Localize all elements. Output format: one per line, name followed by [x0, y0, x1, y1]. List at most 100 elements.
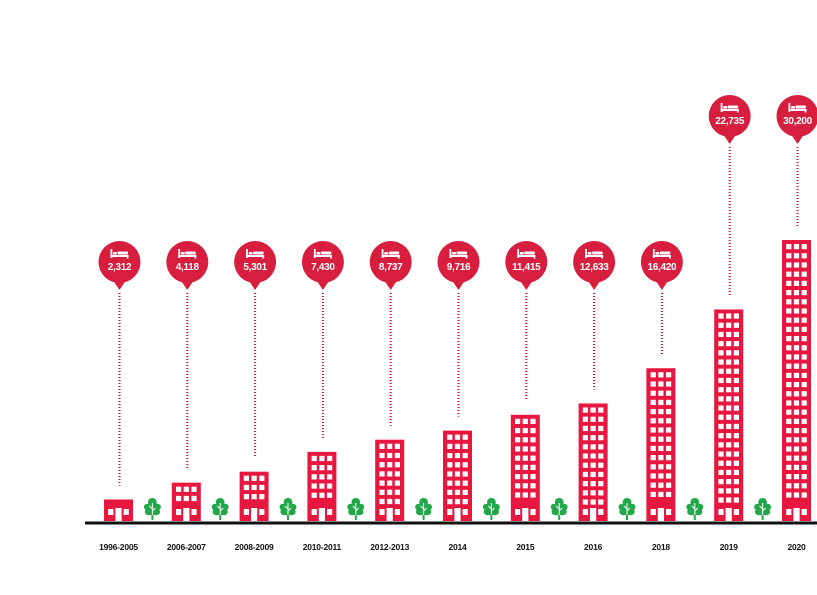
bed-mattress — [795, 105, 806, 109]
tree-icon — [550, 498, 568, 520]
window — [786, 509, 792, 515]
bed-pillow — [655, 252, 660, 255]
window — [447, 434, 453, 440]
window — [447, 498, 453, 505]
window — [319, 455, 325, 462]
x-tick-label: 1996-2005 — [99, 542, 138, 552]
bed-mattress — [524, 251, 535, 255]
window — [522, 464, 528, 470]
window — [718, 341, 724, 347]
window — [590, 499, 596, 505]
window — [598, 509, 604, 515]
window — [319, 474, 325, 480]
window — [462, 509, 468, 515]
window — [726, 433, 732, 439]
value-markers: 2,312 4,118 5,301 7,430 8,737 9,716 11,415 12,6… — [98, 95, 817, 486]
window — [733, 488, 739, 494]
bed-pillow — [384, 252, 389, 255]
x-tick-label: 2010-2011 — [303, 542, 342, 552]
value-label: 9,716 — [447, 262, 471, 273]
window — [786, 363, 792, 369]
window — [394, 462, 400, 468]
window — [462, 434, 468, 440]
window — [515, 418, 521, 424]
window — [786, 382, 792, 388]
window — [650, 372, 656, 378]
window — [786, 483, 792, 489]
window — [666, 509, 672, 515]
x-tick-label: 2008-2009 — [235, 542, 274, 552]
window — [801, 437, 807, 443]
window — [515, 473, 521, 480]
window — [801, 354, 807, 360]
window — [726, 423, 732, 430]
bar — [443, 430, 472, 521]
window — [801, 400, 807, 406]
window — [123, 509, 129, 515]
bed-pillow — [113, 252, 117, 255]
bed-foot — [262, 255, 265, 259]
window — [447, 443, 453, 449]
window — [726, 396, 732, 402]
window — [666, 455, 672, 461]
window — [666, 427, 672, 433]
window — [718, 414, 724, 420]
tree-icon — [143, 498, 161, 520]
window — [733, 414, 739, 420]
window — [327, 492, 333, 498]
window — [176, 509, 182, 515]
window — [522, 427, 528, 434]
window — [726, 350, 732, 356]
marker-pointer — [452, 281, 465, 290]
value-marker: 7,430 — [301, 241, 344, 290]
marker-bubble — [234, 241, 277, 283]
bed-headboard — [246, 249, 248, 258]
window — [379, 509, 385, 515]
window — [718, 460, 724, 466]
window — [582, 490, 588, 496]
window — [582, 435, 588, 441]
window — [658, 491, 664, 498]
trees-layer — [143, 498, 772, 520]
window — [183, 486, 189, 492]
marker-pointer — [791, 135, 804, 144]
window — [582, 509, 588, 515]
window — [733, 497, 739, 503]
tree-vein — [759, 503, 766, 515]
window — [387, 443, 393, 449]
window — [243, 475, 249, 481]
window — [394, 498, 400, 505]
bed-mattress — [117, 251, 128, 255]
tree-vein — [149, 503, 156, 515]
window — [658, 455, 664, 461]
bed-icon — [449, 249, 468, 259]
bed-headboard — [178, 249, 181, 258]
window — [801, 253, 807, 259]
window — [650, 409, 656, 415]
bed-mattress — [185, 251, 196, 255]
bed-headboard — [652, 249, 655, 258]
window — [447, 480, 453, 486]
window — [718, 451, 724, 457]
window — [590, 416, 596, 422]
marker-bubble — [166, 241, 209, 283]
window — [718, 359, 724, 365]
window — [718, 368, 724, 374]
window — [718, 442, 724, 448]
window — [658, 409, 664, 415]
window — [454, 452, 461, 459]
marker-pointer — [723, 135, 736, 144]
window — [590, 471, 596, 478]
window — [522, 483, 528, 489]
window — [718, 433, 724, 439]
window — [801, 382, 807, 388]
window — [650, 399, 656, 406]
window — [801, 290, 807, 296]
window — [801, 345, 807, 351]
window — [726, 387, 732, 393]
window — [793, 271, 800, 277]
bar — [510, 414, 540, 521]
window — [582, 407, 588, 413]
window — [462, 498, 468, 505]
window — [718, 396, 724, 402]
